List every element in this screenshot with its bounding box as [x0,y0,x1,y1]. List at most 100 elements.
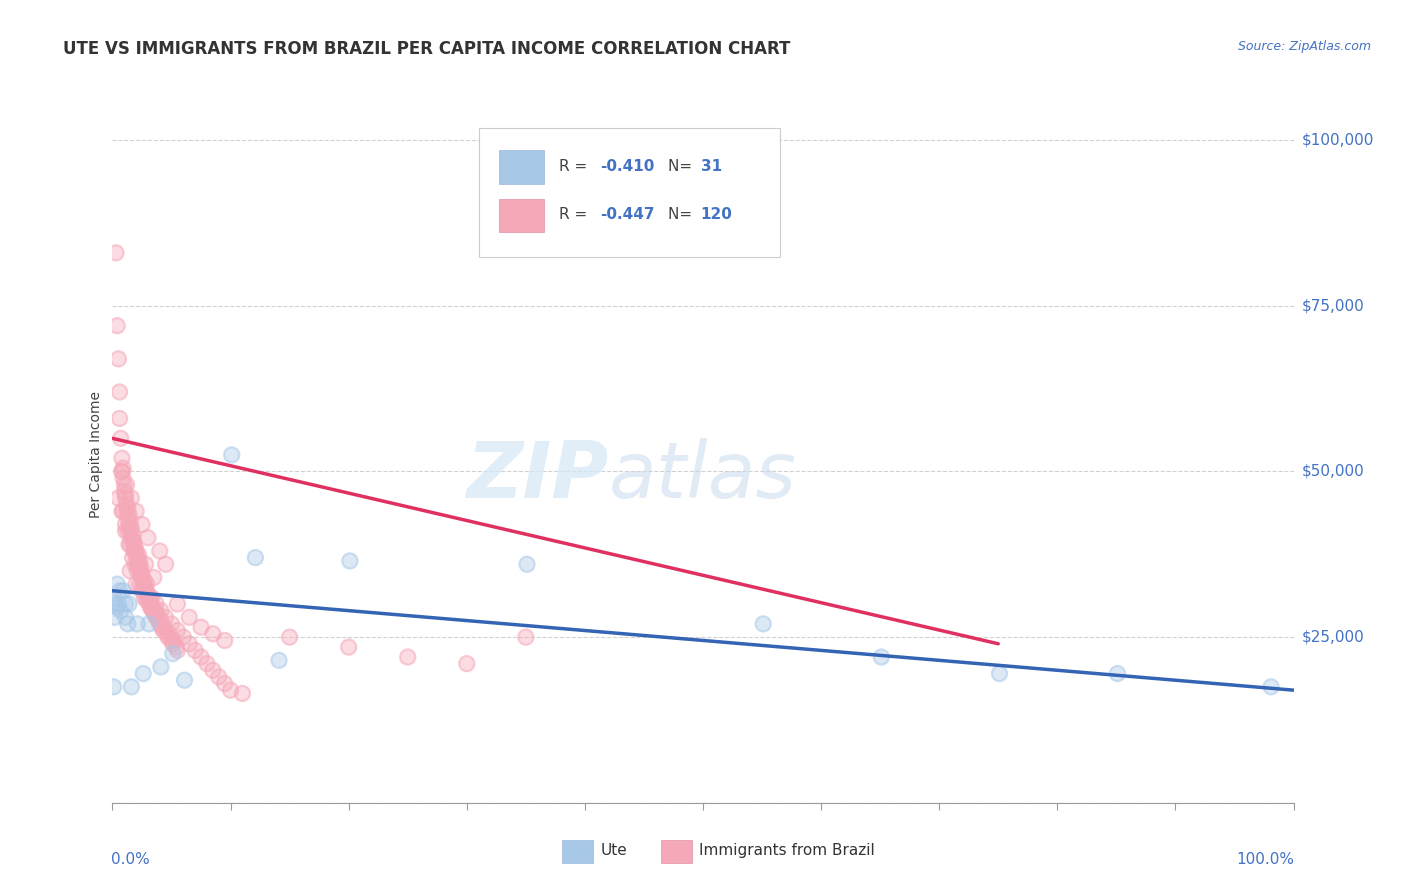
Point [135,583,157,598]
Point [160,616,183,631]
Point [146,607,169,621]
Y-axis label: Per Capita Income: Per Capita Income [89,392,103,518]
Point [172,630,194,644]
Point [214,633,236,648]
FancyBboxPatch shape [499,199,544,232]
Point [114,524,136,538]
Point [128,564,150,578]
Point [149,604,172,618]
Text: $75,000: $75,000 [1302,298,1365,313]
Point [278,630,301,644]
Point [114,517,136,532]
Point [124,558,146,572]
Point [127,564,149,578]
Point [108,384,131,399]
Point [121,550,143,565]
Point [111,451,134,466]
Point [117,524,139,538]
Point [125,504,148,518]
Point [142,570,165,584]
Point [131,570,153,584]
Point [139,600,162,615]
Point [148,614,170,628]
Point [132,574,155,588]
Point [135,581,157,595]
Point [120,537,142,551]
Text: UTE VS IMMIGRANTS FROM BRAZIL PER CAPITA INCOME CORRELATION CHART: UTE VS IMMIGRANTS FROM BRAZIL PER CAPITA… [63,40,790,58]
Point [179,610,201,624]
Point [1107,666,1129,681]
Point [118,508,141,522]
Point [120,521,142,535]
Point [127,547,149,561]
Point [201,663,224,677]
Point [104,610,127,624]
Point [337,640,360,654]
Point [179,637,201,651]
Point [112,583,135,598]
Point [184,643,207,657]
Point [128,554,150,568]
Point [1107,666,1129,681]
Point [117,511,139,525]
Point [120,680,142,694]
Point [127,616,149,631]
Point [157,627,180,641]
Point [136,587,159,601]
Point [245,550,267,565]
Point [267,653,290,667]
Point [120,524,142,538]
Point [125,504,148,518]
Point [165,640,187,654]
Point [515,630,537,644]
Point [124,544,146,558]
Point [108,411,131,425]
Point [149,616,172,631]
Point [120,564,142,578]
Point [115,498,138,512]
Point [173,673,195,688]
Point [160,633,183,648]
Point [145,597,167,611]
Point [131,570,153,584]
Point [118,517,141,532]
Point [111,465,134,479]
Text: R =: R = [560,207,592,222]
Point [142,570,165,584]
Point [112,504,135,518]
Point [107,597,129,611]
Point [162,647,184,661]
Point [105,318,128,333]
Point [117,500,139,515]
Point [155,610,177,624]
Point [149,604,172,618]
Point [128,577,150,591]
Text: 0.0%: 0.0% [111,852,150,866]
Point [135,577,157,591]
FancyBboxPatch shape [499,150,544,184]
Point [111,451,134,466]
Point [120,491,142,505]
Point [149,544,172,558]
Text: N=: N= [668,159,696,174]
Point [115,504,138,518]
Point [143,607,166,621]
Point [139,593,162,607]
Point [114,517,136,532]
Point [115,504,138,518]
Point [201,627,224,641]
Point [339,554,361,568]
Point [105,597,128,611]
Point [139,597,162,611]
Point [125,547,148,561]
Point [515,630,537,644]
Point [114,488,136,502]
Point [136,531,159,545]
Point [124,541,146,555]
Point [131,567,153,582]
Point [103,591,125,605]
Text: 120: 120 [700,207,733,222]
Point [195,657,218,671]
Point [136,531,159,545]
Point [121,527,143,541]
